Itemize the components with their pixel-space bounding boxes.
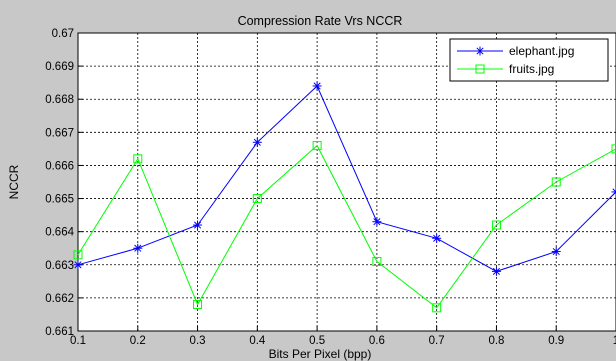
data-point-elephant xyxy=(551,247,561,257)
data-point-elephant xyxy=(312,81,322,91)
asterisk-stroke xyxy=(313,82,321,90)
legend-label-fruits: fruits.jpg xyxy=(509,62,554,76)
data-point-fruits xyxy=(312,141,322,151)
x-tick-label: 0.3 xyxy=(190,335,206,347)
legend-marker-fruits xyxy=(475,64,485,74)
y-tick-label: 0.665 xyxy=(45,194,74,206)
x-tick-label: 0.4 xyxy=(249,335,266,347)
y-tick-label: 0.67 xyxy=(52,28,74,40)
chart-title: Compression Rate Vrs NCCR xyxy=(238,14,403,28)
x-tick-label: 0.6 xyxy=(369,335,385,347)
x-axis-ticks: 0.1 0.2 0.3 0.4 0.5 0.6 0.7 0.8 0.9 1 xyxy=(70,326,616,347)
plot-area xyxy=(77,32,616,332)
y-axis-ticks: 0.661 0.662 0.663 0.664 0.665 0.666 0.667 0.668… xyxy=(45,28,83,338)
legend-label-elephant: elephant.jpg xyxy=(509,44,574,58)
asterisk-stroke xyxy=(552,247,560,256)
legend-marker-symbol xyxy=(475,46,485,56)
asterisk-stroke xyxy=(134,244,142,252)
y-tick-label: 0.669 xyxy=(45,61,74,73)
x-tick-label: 1 xyxy=(613,335,616,347)
data-point-fruits xyxy=(133,154,143,164)
series-line-fruits xyxy=(77,144,616,309)
data-point-fruits xyxy=(193,300,203,310)
data-point-fruits xyxy=(372,256,382,266)
data-point-elephant xyxy=(252,137,262,147)
y-tick-label: 0.663 xyxy=(45,260,74,272)
asterisk-stroke xyxy=(74,261,82,269)
x-tick-label: 0.9 xyxy=(548,335,564,347)
data-point-fruits xyxy=(252,194,262,204)
y-tick-label: 0.667 xyxy=(45,127,74,139)
x-tick-label: 0.2 xyxy=(130,335,146,347)
asterisk-stroke xyxy=(253,138,261,146)
series-line-elephant xyxy=(77,85,616,272)
data-point-fruits xyxy=(611,144,616,154)
asterisk-stroke xyxy=(612,191,616,196)
data-point-elephant xyxy=(432,233,442,243)
x-tick-label: 0.7 xyxy=(429,335,445,347)
legend-box xyxy=(449,38,609,82)
y-tick-label: 0.668 xyxy=(45,94,74,106)
data-point-fruits xyxy=(551,177,561,187)
data-point-elephant xyxy=(372,217,382,227)
asterisk-stroke xyxy=(612,188,616,193)
legend: elephant.jpg fruits.jpg xyxy=(449,38,609,82)
asterisk-stroke xyxy=(373,218,381,226)
asterisk-stroke xyxy=(476,47,484,55)
y-tick-label: 0.662 xyxy=(45,293,74,305)
data-point-elephant xyxy=(73,260,83,270)
asterisk-stroke xyxy=(492,267,500,275)
x-tick-label: 0.5 xyxy=(309,335,325,347)
legend-marker-elephant xyxy=(475,46,485,56)
data-point-fruits xyxy=(432,303,442,313)
x-axis-title: Bits Per Pixel (bpp) xyxy=(269,347,372,361)
data-point-fruits xyxy=(491,220,501,230)
asterisk-stroke xyxy=(433,234,441,242)
x-tick-label: 0.8 xyxy=(488,335,504,347)
y-axis-title: NCCR xyxy=(7,164,21,199)
data-point-elephant xyxy=(133,243,143,253)
data-point-elephant xyxy=(611,187,616,197)
y-tick-label: 0.661 xyxy=(45,326,74,338)
y-tick-label: 0.664 xyxy=(45,227,74,239)
data-point-elephant xyxy=(193,220,203,230)
series-layer xyxy=(73,81,616,313)
legend-marker-symbol xyxy=(475,64,485,74)
data-point-fruits xyxy=(73,250,83,260)
data-point-elephant xyxy=(491,266,501,276)
y-tick-label: 0.666 xyxy=(45,160,74,172)
x-tick-label: 0.1 xyxy=(70,335,86,347)
asterisk-stroke xyxy=(194,221,202,229)
